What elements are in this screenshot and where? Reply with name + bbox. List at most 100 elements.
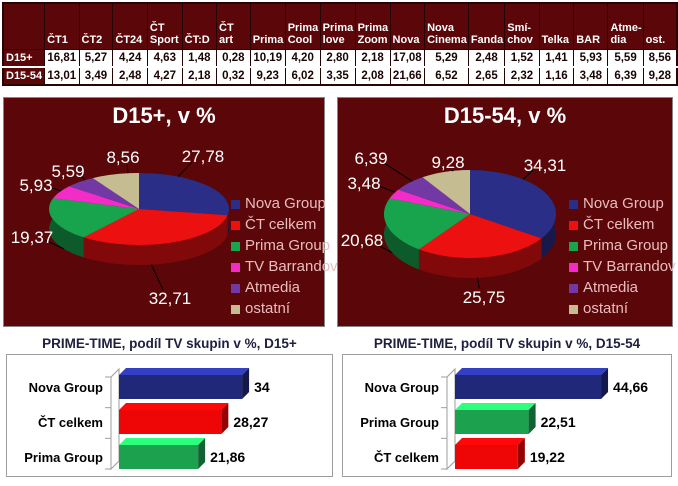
column-header: ČT art <box>216 2 251 50</box>
share-value-cell: 16,81 <box>44 48 80 68</box>
pie-label-leader <box>177 161 193 177</box>
share-value-cell: 1,48 <box>181 48 218 68</box>
pie-label-leader <box>79 174 86 181</box>
share-value-cell: 6,52 <box>424 66 469 86</box>
pie-panel-d15plus: D15+, v % 27,78 32,71 19,37 5,93 5,59 8,56 No… <box>3 97 338 327</box>
pie-label-leader <box>476 277 480 289</box>
share-value-cell: 8,56 <box>642 48 678 68</box>
share-value-cell: 5,93 <box>573 48 609 68</box>
pie-value-label: 6,39 <box>354 149 387 168</box>
legend-item: Nova Group <box>231 195 338 212</box>
pie-value-label: 8,56 <box>106 148 139 167</box>
pie-legend-d15-54: Nova Group ČT celkem Prima Group TV Barrand… <box>569 196 676 323</box>
pie-label-leader <box>522 169 534 180</box>
bar-value-label: 28,27 <box>233 414 268 430</box>
pie-slice <box>53 186 139 209</box>
bar-value-label: 22,51 <box>541 414 576 430</box>
pie-title-d15-54: D15-54, v % <box>443 103 567 128</box>
bar-panel-d15-54: 44,66 Nova Group 22,51 Prima Group 19,22 ČT c… <box>342 354 672 477</box>
column-header: Nova <box>389 2 426 50</box>
share-value-cell: 0,28 <box>216 48 251 68</box>
legend-label: Nova Group <box>245 195 326 212</box>
share-value-cell: 2,32 <box>504 66 540 86</box>
pie-slice-side <box>48 198 84 258</box>
share-value-cell: 5,29 <box>424 48 469 68</box>
share-value-cell: 2,80 <box>319 48 356 68</box>
bar-top-face <box>119 403 229 410</box>
row-label: D15-54 <box>2 66 46 86</box>
share-value-cell: 6,02 <box>284 66 321 86</box>
legend-swatch-icon <box>231 241 240 251</box>
legend-label: Atmedia <box>245 279 301 296</box>
pie-slice <box>470 170 556 239</box>
share-value-cell: 4,63 <box>146 48 183 68</box>
pie-slice <box>69 178 139 209</box>
pie-slice <box>384 198 470 250</box>
row-label: D15+ <box>2 48 46 68</box>
column-header: Nova Cinema <box>424 2 469 50</box>
column-header: Fanda <box>467 2 506 50</box>
legend-swatch-icon <box>231 304 240 314</box>
legend-item: Atmedia <box>569 280 676 295</box>
pie-label-leader <box>382 162 413 182</box>
share-value-cell: 6,39 <box>607 66 644 86</box>
share-value-cell: 13,01 <box>44 66 80 86</box>
pie-value-label: 32,71 <box>149 289 192 308</box>
legend-swatch-icon <box>569 304 578 314</box>
legend-label: Prima Group <box>583 237 669 254</box>
bar-category-label: ČT celkem <box>374 450 439 465</box>
bar-chart-d15-54: 44,66 Nova Group 22,51 Prima Group 19,22 ČT c… <box>360 367 648 471</box>
bar-category-label: Prima Group <box>24 450 103 465</box>
pie-label-leader <box>49 186 62 192</box>
column-header: ČT24 <box>112 2 148 50</box>
legend-swatch-icon <box>231 262 240 272</box>
bar-top-face <box>455 403 536 410</box>
legend-swatch-icon <box>569 220 578 230</box>
column-header: Prima love <box>319 2 356 50</box>
pie-slice-side <box>418 238 542 278</box>
share-value-cell: 2,18 <box>181 66 218 86</box>
bar-end-face <box>242 368 250 399</box>
legend-item: ČT celkem <box>569 216 676 233</box>
legend-item: TV Barrandov <box>231 259 338 274</box>
pie-label-leader <box>377 185 396 193</box>
bar-category-label: Nova Group <box>365 380 439 395</box>
legend-item: ostatní <box>231 300 338 317</box>
pie-label-leader <box>451 169 454 172</box>
pie-value-label: 27,78 <box>182 147 225 166</box>
bar-value-label: 19,22 <box>530 449 565 465</box>
bar-value-label: 21,86 <box>210 449 245 465</box>
column-header: Atme-dia <box>607 2 644 50</box>
bar-top-face <box>455 368 609 375</box>
bar-top-face <box>119 368 250 375</box>
pie-chart-d15plus: 27,78 32,71 19,37 5,935,59 8,56 <box>11 147 230 308</box>
legend-label: ostatní <box>245 300 291 317</box>
pie-panel-d15-54: D15-54, v % 34,31 25,75 20,68 3,48 6,39 9,28 … <box>337 97 676 327</box>
legend-label: ČT celkem <box>583 216 655 233</box>
legend-swatch-icon <box>231 199 240 209</box>
column-header: ČT:D <box>181 2 218 50</box>
bar-end-face <box>198 438 206 469</box>
pie-value-label: 3,48 <box>347 174 380 193</box>
pie-slice <box>48 198 139 238</box>
bar-top-face <box>119 438 206 445</box>
column-header: ost. <box>642 2 678 50</box>
share-value-cell: 1,52 <box>504 48 540 68</box>
column-header: Prima Zoom <box>354 2 391 50</box>
share-value-cell: 2,48 <box>112 66 148 86</box>
pie-slice-side <box>384 198 419 270</box>
legend-label: TV Barrandov <box>583 258 676 275</box>
column-header: Prima <box>249 2 286 50</box>
legend-item: Nova Group <box>569 196 676 211</box>
share-value-cell: 10,19 <box>249 48 286 68</box>
bar-category-label: Prima Group <box>360 415 439 430</box>
bar-end-face <box>221 403 229 434</box>
pie-value-label: 5,93 <box>19 176 52 195</box>
legend-item: Prima Group <box>231 237 338 254</box>
pie-slice <box>398 177 470 214</box>
pie-slice <box>92 173 139 209</box>
share-value-cell: 5,59 <box>607 48 644 68</box>
share-value-cell: 9,23 <box>249 66 286 86</box>
legend-label: Prima Group <box>245 237 331 254</box>
bar <box>455 410 529 434</box>
